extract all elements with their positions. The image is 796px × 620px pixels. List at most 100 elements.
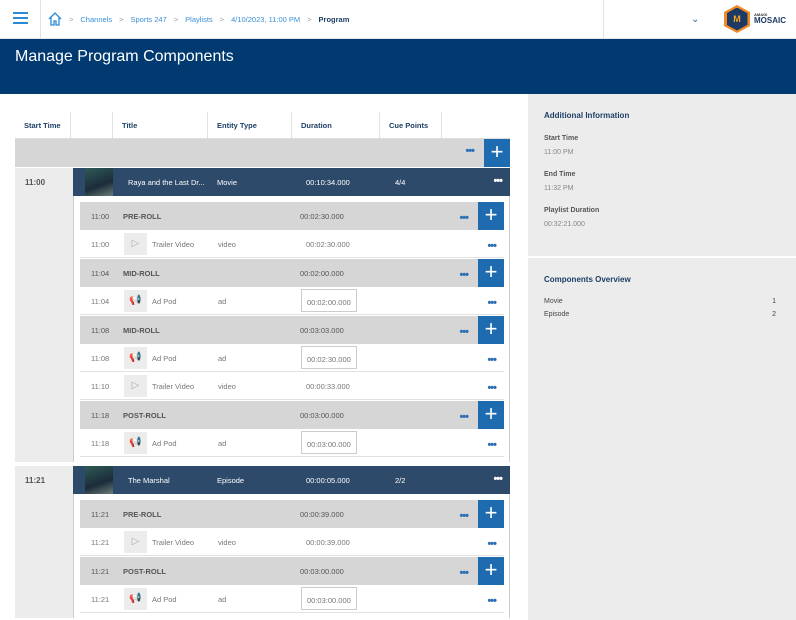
col-start-time[interactable]: Start Time: [15, 112, 71, 138]
breadcrumb-link[interactable]: Playlists: [185, 14, 213, 24]
more-options-icon[interactable]: •••: [487, 538, 497, 550]
list-item: 11:00 ▷ Trailer Video video 00:02:30.000 •••: [80, 230, 504, 258]
add-button[interactable]: +: [478, 316, 504, 344]
more-options-icon[interactable]: •••: [487, 354, 497, 366]
item-time: 11:18: [91, 439, 110, 448]
segment-label: PRE-ROLL: [123, 212, 162, 221]
more-options-icon[interactable]: •••: [487, 240, 497, 252]
program-title: Raya and the Last Dr...: [128, 178, 205, 187]
menu-icon[interactable]: [13, 12, 28, 24]
col-title[interactable]: Title: [113, 112, 208, 138]
program-title: The Marshal: [128, 476, 170, 485]
page-banner: Manage Program Components: [0, 39, 796, 94]
more-options-icon[interactable]: •••: [459, 411, 469, 423]
add-button[interactable]: +: [478, 202, 504, 230]
add-button[interactable]: +: [478, 557, 504, 585]
info-label: Start Time: [544, 135, 579, 142]
segment-duration: 00:00:39.000: [300, 510, 344, 519]
list-item: 11:18 📢 Ad Pod ad 00:03:00.000 •••: [80, 429, 504, 457]
segment-label: MID-ROLL: [123, 326, 160, 335]
item-title: Trailer Video: [152, 240, 195, 249]
more-options-icon[interactable]: •••: [459, 269, 469, 281]
segment-time: 11:21: [91, 567, 110, 576]
col-duration[interactable]: Duration: [292, 112, 380, 138]
segment-duration: 00:03:00.000: [300, 411, 344, 420]
item-time: 11:21: [91, 595, 110, 604]
duration-input[interactable]: 00:02:30.000: [301, 346, 357, 369]
item-title: Trailer Video: [152, 382, 195, 391]
segments: 11:21 PRE-ROLL 00:00:39.000 ••• +11:21 ▷ Trail…: [73, 494, 510, 618]
overview-count: 2: [772, 311, 776, 318]
more-options-icon[interactable]: •••: [459, 567, 469, 579]
more-options-icon[interactable]: •••: [459, 212, 469, 224]
megaphone-icon: 📢: [124, 290, 147, 312]
side-panel: Additional Information Start Time 11:00 PM…: [528, 94, 796, 620]
duration-input[interactable]: 00:03:00.000: [301, 587, 357, 610]
more-options-icon[interactable]: •••: [487, 439, 497, 451]
megaphone-icon: 📢: [124, 347, 147, 369]
more-options-icon[interactable]: •••: [459, 326, 469, 338]
more-options-icon[interactable]: •••: [493, 473, 503, 485]
program-start-time: 11:00: [15, 168, 73, 462]
playlist-row: ••• +: [15, 139, 510, 167]
play-icon: ▷: [124, 233, 147, 255]
program-start-time: 11:21: [15, 466, 73, 618]
list-item: 11:08 📢 Ad Pod ad 00:02:30.000 •••: [80, 344, 504, 372]
more-options-icon[interactable]: •••: [459, 510, 469, 522]
segment-duration: 00:02:00.000: [300, 269, 344, 278]
breadcrumb-link[interactable]: Channels: [80, 14, 113, 24]
duration-input[interactable]: 00:02:00.000: [301, 289, 357, 312]
overview-label: Movie: [544, 298, 563, 305]
segment-row: 11:00 PRE-ROLL 00:02:30.000 ••• +: [80, 202, 504, 230]
info-label: Playlist Duration: [544, 207, 600, 214]
overview-row: Movie 1: [544, 298, 776, 305]
more-options-icon[interactable]: •••: [493, 175, 503, 187]
segment-time: 11:00: [91, 212, 110, 221]
breadcrumb-separator: >: [173, 14, 179, 24]
more-options-icon[interactable]: •••: [465, 145, 475, 157]
more-options-icon[interactable]: •••: [487, 382, 497, 394]
list-item: 11:10 ▷ Trailer Video video 00:00:33.000 •••: [80, 372, 504, 400]
col-cue-points[interactable]: Cue Points: [380, 112, 442, 138]
list-item: 11:21 ▷ Trailer Video video 00:00:39.000 •••: [80, 528, 504, 556]
duration-input[interactable]: 00:03:00.000: [301, 431, 357, 454]
breadcrumb-link[interactable]: Sports 247: [130, 14, 167, 24]
more-options-icon[interactable]: •••: [487, 595, 497, 607]
home-icon[interactable]: [48, 12, 62, 26]
program-row[interactable]: Raya and the Last Dr... Movie 00:10:34.000…: [73, 168, 510, 196]
col-entity-type[interactable]: Entity Type: [208, 112, 292, 138]
program-cue-points: 2/2: [395, 476, 406, 485]
segment-time: 11:18: [91, 411, 110, 420]
segment-time: 11:08: [91, 326, 110, 335]
logo-text: MOSAIC: [754, 16, 786, 25]
program-table: Start Time Title Entity Type Duration Cu…: [15, 110, 510, 618]
program-type: Movie: [217, 178, 238, 187]
item-time: 11:00: [91, 240, 110, 249]
breadcrumb-separator: >: [119, 14, 124, 24]
more-options-icon[interactable]: •••: [487, 297, 497, 309]
segment-time: 11:04: [91, 269, 110, 278]
add-button[interactable]: +: [484, 139, 510, 167]
overview-row: Episode 2: [544, 311, 776, 318]
add-button[interactable]: +: [478, 401, 504, 429]
info-title: Additional Information: [544, 111, 630, 120]
add-button[interactable]: +: [478, 500, 504, 528]
segment-duration: 00:02:30.000: [300, 212, 344, 221]
segment-row: 11:21 POST-ROLL 00:03:00.000 ••• +: [80, 557, 504, 585]
breadcrumb-link[interactable]: 4/10/2023, 11:00 PM: [231, 14, 301, 24]
breadcrumb-separator: >: [307, 14, 312, 24]
info-label: End Time: [544, 171, 576, 178]
overview-count: 1: [772, 298, 776, 305]
item-type: video: [218, 538, 236, 547]
logo-small: AMAGI: [754, 12, 768, 17]
item-time: 11:04: [91, 297, 110, 306]
program-cue-points: 4/4: [395, 178, 406, 187]
program-row[interactable]: The Marshal Episode 00:00:05.000 2/2 •••: [73, 466, 510, 494]
item-time: 11:21: [91, 538, 110, 547]
breadcrumb-separator: >: [219, 14, 225, 24]
add-button[interactable]: +: [478, 259, 504, 287]
chevron-down-icon[interactable]: ⌄: [691, 14, 700, 25]
item-title: Ad Pod: [152, 439, 177, 448]
item-title: Ad Pod: [152, 595, 177, 604]
play-icon: ▷: [124, 375, 147, 397]
